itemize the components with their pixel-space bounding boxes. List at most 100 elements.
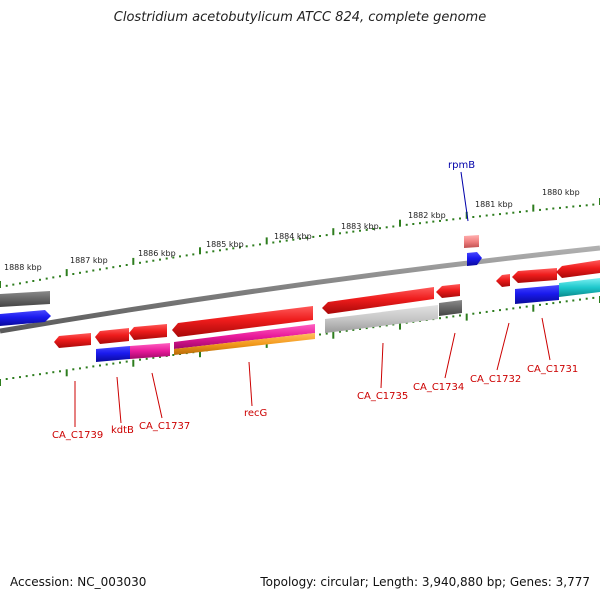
minor-tick [585,204,588,207]
major-tick [265,237,268,245]
minor-tick [19,282,21,285]
gene-small-red[interactable] [496,274,510,287]
minor-tick [239,246,241,249]
gene-CA_C1731-cyan[interactable] [559,278,600,297]
minor-tick [259,243,261,246]
minor-tick [412,223,415,225]
gene-recG-pink[interactable] [174,324,315,349]
minor-tick [79,367,81,370]
gene-CA_C1737-pink[interactable] [130,343,170,359]
minor-tick [592,296,595,299]
gene-rpmB-blue[interactable] [467,252,482,266]
minor-tick [339,330,341,333]
gene-blue-leftedge[interactable] [0,310,51,326]
minor-tick [365,228,368,231]
minor-tick [319,333,321,336]
gene-gray-leftedge[interactable] [0,291,50,307]
minor-tick [372,326,375,329]
gene-CA_C1739-arrow[interactable] [54,333,91,348]
gene-CA_C1732-blue[interactable] [515,285,559,304]
minor-tick [99,364,101,367]
gene-CA_C1734-dark[interactable] [439,300,462,316]
minor-tick [572,205,575,208]
minor-tick [112,266,115,269]
minor-tick [25,281,28,284]
gene-kdtB-arrow[interactable] [95,328,129,344]
gene-CA_C1737-arrow[interactable] [129,324,167,340]
minor-tick [492,310,495,312]
genome-summary-text: Topology: circular; Length: 3,940,880 bp… [260,575,590,589]
gene-labels: rpmB CA_C1739 kdtB CA_C1737 recG CA_C173… [52,160,578,441]
minor-tick [52,276,55,279]
minor-tick [539,303,541,306]
minor-tick [312,235,315,238]
gene-CA_C1735-arrow[interactable] [322,287,434,314]
accession-text: Accession: NC_003030 [10,575,147,589]
minor-tick [52,371,55,374]
major-tick [332,331,335,339]
minor-tick [539,208,541,211]
minor-tick [419,222,421,225]
outer-tick-labels: 1888 kbp 1887 kbp 1886 kbp 1885 kbp 1884… [4,188,580,272]
minor-tick [485,310,488,313]
gene-CA_C1731-arrow[interactable] [556,260,600,278]
major-tick [532,304,535,312]
minor-tick [92,269,95,272]
gene-rpmB-pink[interactable] [464,235,479,248]
minor-tick [512,211,515,214]
minor-tick [145,260,148,263]
minor-tick [79,271,81,274]
minor-tick [292,238,295,241]
leader-CA_C1737 [151,372,163,419]
minor-tick [439,219,441,222]
gene-CA_C1735-light[interactable] [325,305,438,333]
minor-tick [385,324,388,327]
minor-tick [525,210,528,213]
major-tick [532,204,535,212]
gene-CA_C1734-arrow[interactable] [436,284,460,298]
gene-CA_C1732-arrow[interactable] [512,268,557,283]
minor-tick [579,298,581,301]
minor-tick [452,218,455,221]
minor-tick [559,206,561,209]
label-rpmB[interactable]: rpmB [448,160,475,171]
minor-tick [72,273,75,275]
minor-tick [325,234,328,237]
minor-tick [485,214,488,217]
minor-tick [365,327,368,330]
label-CA_C1732[interactable]: CA_C1732 [470,374,521,385]
label-kdtB[interactable]: kdtB [111,425,134,436]
minor-tick [319,235,321,237]
gene-recG-orange[interactable] [174,333,315,355]
minor-tick [352,230,355,233]
gene-kdtB-blue[interactable] [96,346,130,362]
minor-tick [5,284,8,287]
major-tick [332,228,335,236]
minor-tick [205,251,208,254]
label-CA_C1731[interactable]: CA_C1731 [527,364,578,375]
label-CA_C1735[interactable]: CA_C1735 [357,391,408,402]
minor-tick [452,315,455,318]
minor-tick [139,261,141,264]
label-CA_C1737[interactable]: CA_C1737 [139,421,190,432]
minor-tick [359,328,361,330]
label-recG[interactable]: recG [244,408,267,419]
minor-tick [59,275,61,278]
leader-CA_C1735 [380,342,384,389]
minor-tick [125,360,128,363]
leader-CA_C1732 [496,322,510,371]
tick-label-1882: 1882 kbp [408,211,446,220]
minor-tick [159,355,161,358]
tick-label-1883: 1883 kbp [341,222,379,231]
minor-tick [165,257,168,260]
minor-tick [112,362,115,365]
minor-tick [479,215,481,218]
minor-tick [585,297,588,300]
label-CA_C1734[interactable]: CA_C1734 [413,382,464,393]
label-CA_C1739[interactable]: CA_C1739 [52,430,103,441]
genome-backbone [0,245,600,334]
minor-tick [339,232,341,235]
minor-tick [5,378,8,380]
gene-recG-arrow[interactable] [172,306,313,337]
